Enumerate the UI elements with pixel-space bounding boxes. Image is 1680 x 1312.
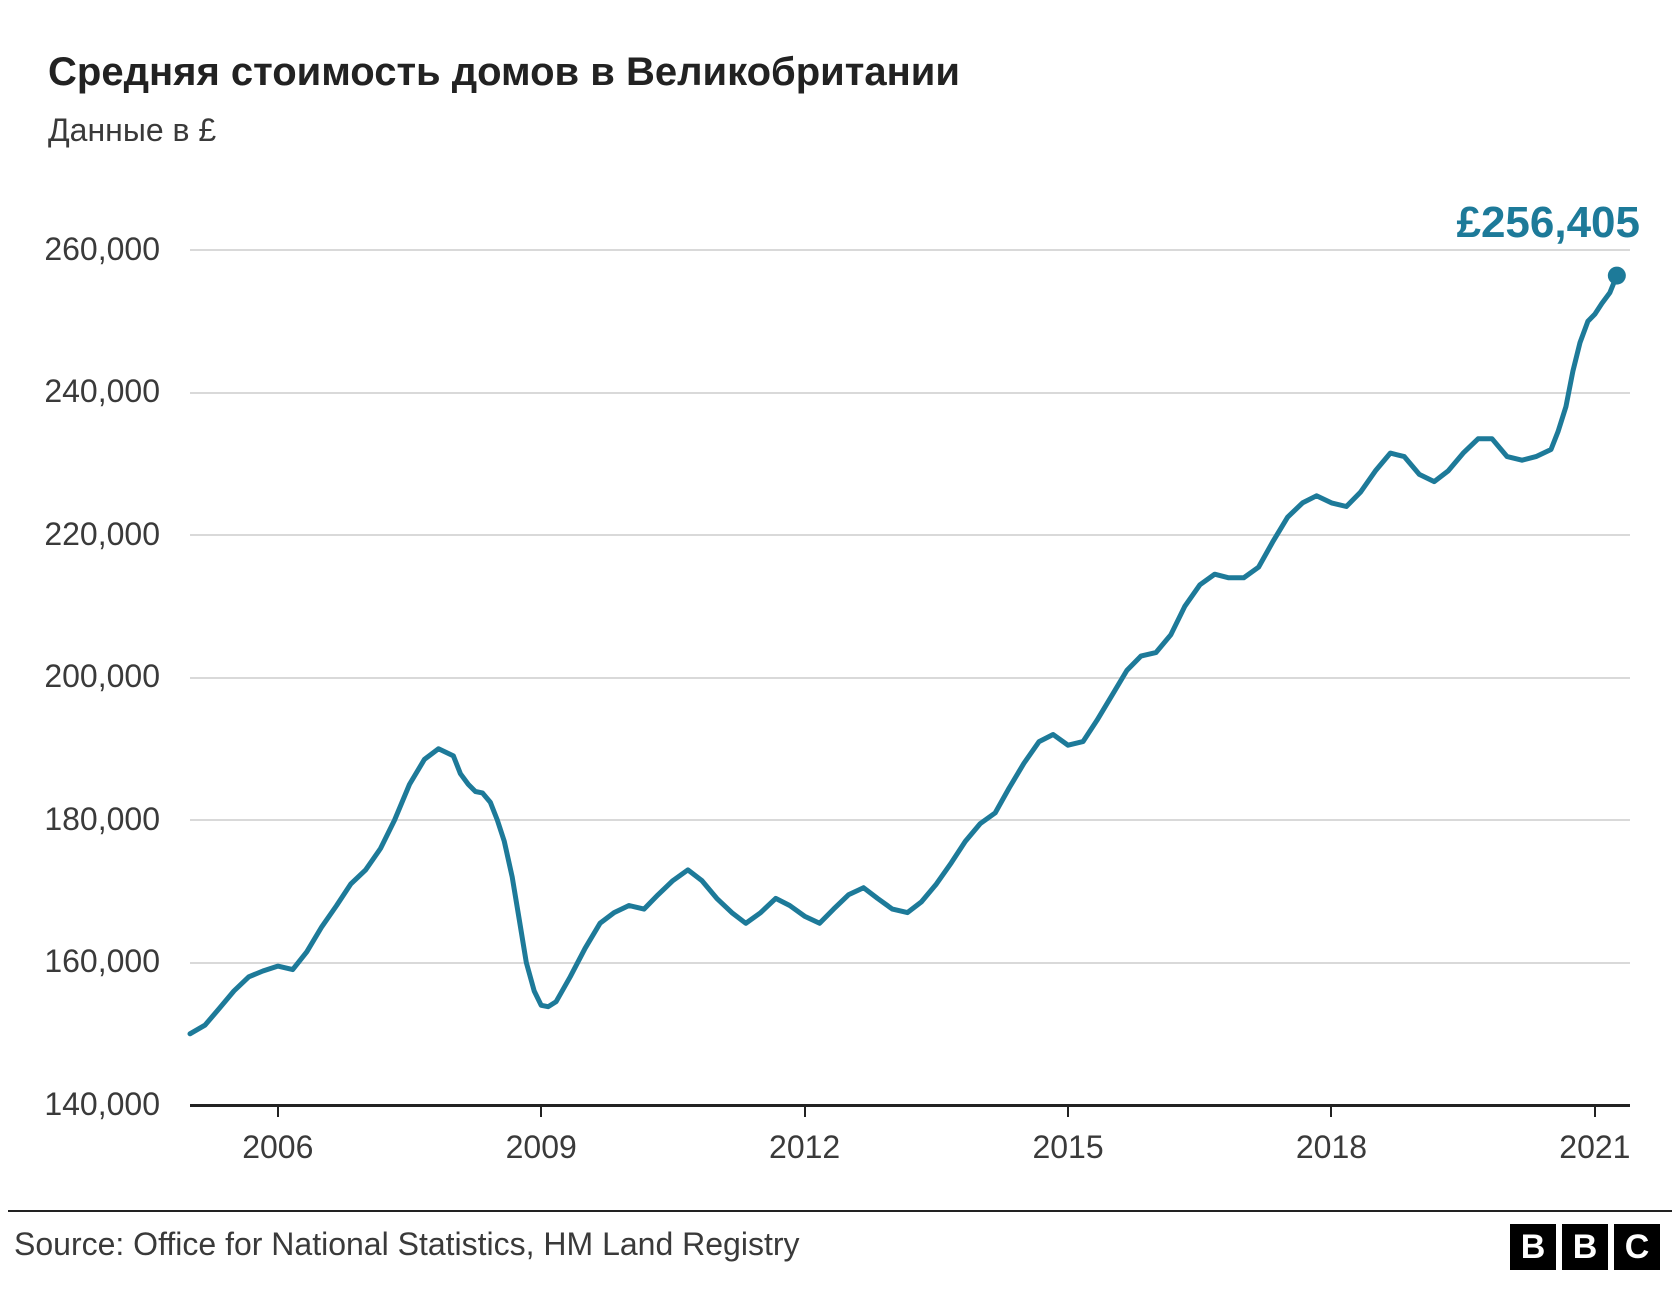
price-line [190,276,1617,1034]
bbc-logo-box: C [1614,1224,1660,1270]
x-tick-label: 2009 [471,1129,611,1166]
y-tick-label: 260,000 [0,231,160,268]
y-tick-label: 180,000 [0,801,160,838]
x-tick-mark [1330,1105,1332,1117]
x-tick-mark [1594,1105,1596,1117]
x-tick-label: 2021 [1525,1129,1665,1166]
end-marker [1608,267,1626,285]
x-tick-label: 2012 [735,1129,875,1166]
x-tick-label: 2015 [998,1129,1138,1166]
end-value-callout: £256,405 [1456,198,1640,248]
bbc-logo: BBC [1510,1224,1660,1270]
x-tick-mark [1067,1105,1069,1117]
y-tick-label: 240,000 [0,373,160,410]
bbc-logo-box: B [1562,1224,1608,1270]
y-tick-label: 160,000 [0,943,160,980]
x-tick-label: 2018 [1261,1129,1401,1166]
x-tick-mark [804,1105,806,1117]
bbc-logo-box: B [1510,1224,1556,1270]
footer-rule [8,1210,1672,1212]
line-series [0,0,1680,1312]
chart-container: Средняя стоимость домов в Великобритании… [0,0,1680,1312]
x-tick-mark [540,1105,542,1117]
x-tick-mark [277,1105,279,1117]
y-tick-label: 220,000 [0,516,160,553]
y-tick-label: 200,000 [0,658,160,695]
source-text: Source: Office for National Statistics, … [14,1226,800,1263]
y-tick-label: 140,000 [0,1086,160,1123]
x-tick-label: 2006 [208,1129,348,1166]
